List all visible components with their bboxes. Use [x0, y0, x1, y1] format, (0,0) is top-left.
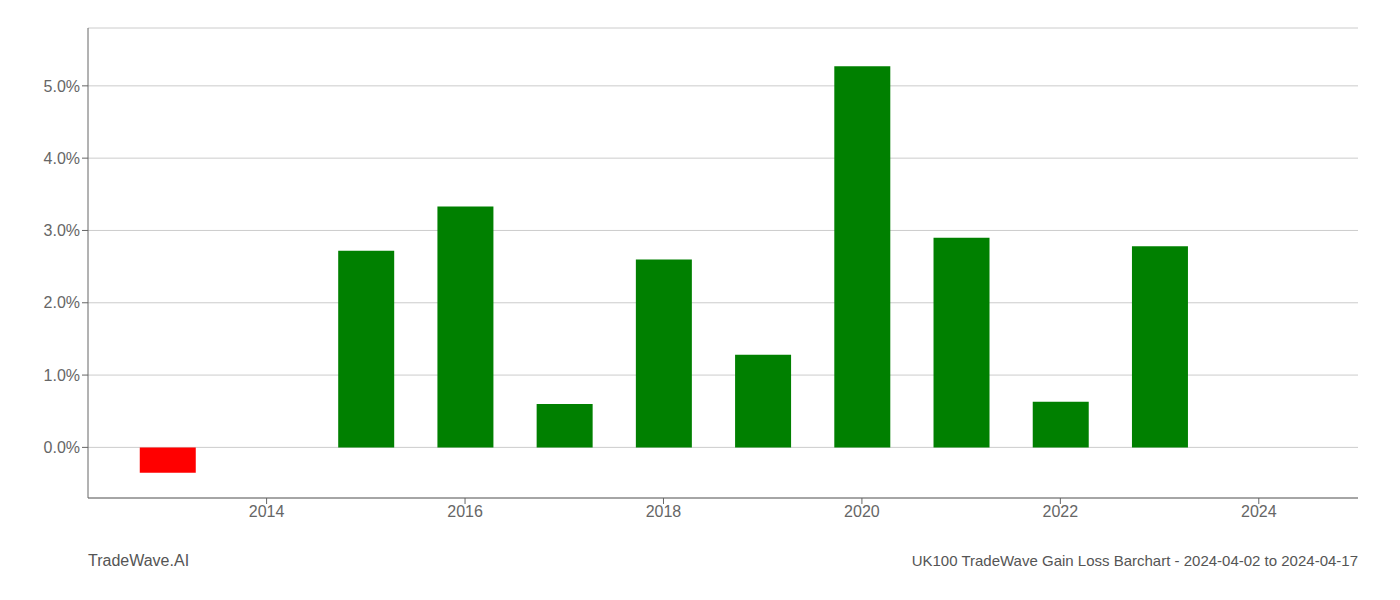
svg-text:2024: 2024: [1241, 503, 1277, 520]
svg-text:2016: 2016: [447, 503, 483, 520]
svg-text:2020: 2020: [844, 503, 880, 520]
svg-text:4.0%: 4.0%: [44, 150, 80, 167]
svg-text:3.0%: 3.0%: [44, 222, 80, 239]
svg-text:0.0%: 0.0%: [44, 439, 80, 456]
svg-text:2014: 2014: [249, 503, 285, 520]
svg-text:2022: 2022: [1043, 503, 1079, 520]
html-text:UK100 TradeWave Gain Loss Barc: UK100 TradeWave Gain Loss Barchart - 202…: [911, 552, 1358, 569]
svg-text:2.0%: 2.0%: [44, 294, 80, 311]
svg-text:5.0%: 5.0%: [44, 78, 80, 95]
svg-text:2018: 2018: [646, 503, 682, 520]
svg-text:1.0%: 1.0%: [44, 367, 80, 384]
html-text:TradeWave.AI: TradeWave.AI: [88, 552, 190, 569]
